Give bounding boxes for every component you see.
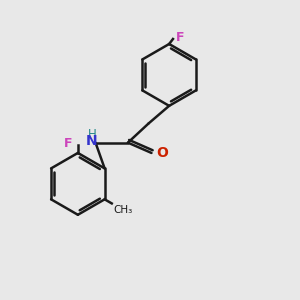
Text: CH₃: CH₃ [113, 205, 133, 215]
Text: F: F [64, 137, 73, 150]
Text: O: O [156, 146, 168, 160]
Text: F: F [176, 31, 184, 44]
Text: H: H [88, 128, 96, 141]
Text: N: N [86, 134, 98, 148]
